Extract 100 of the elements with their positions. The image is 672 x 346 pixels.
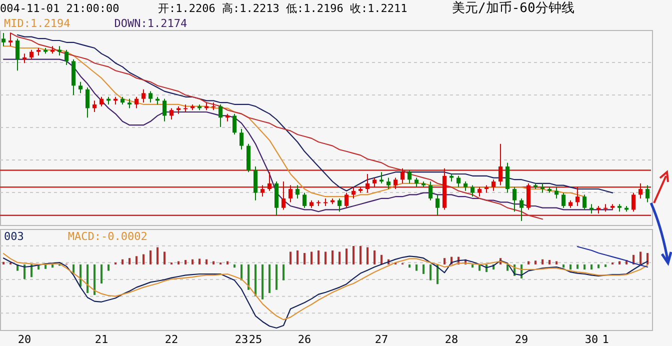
bar [2,262,4,264]
bar [618,261,620,264]
candlestick [380,172,384,184]
candlestick [78,81,82,94]
candlestick [394,177,398,190]
text: MACD:-0.0002 [68,230,148,243]
candlestick [646,184,650,203]
x-tick-label: 23 [234,333,248,346]
x-tick-label: 22 [164,333,178,346]
bar [86,264,88,294]
bar [472,264,474,268]
candlestick [638,182,642,199]
candlestick [576,186,580,206]
candlestick [22,53,26,64]
candlestick [142,88,146,104]
candlestick [100,96,104,107]
bar [100,264,102,284]
candlestick [436,194,440,216]
bar [108,264,110,271]
candlestick [400,168,404,184]
bar [226,261,228,264]
candlestick [414,177,418,188]
bar [184,260,186,264]
bar [156,247,158,264]
bar [248,264,250,290]
candlestick [128,98,132,109]
bar [646,252,648,264]
bar [444,258,446,264]
candlestick [288,184,292,203]
bar [254,264,256,296]
candlestick [162,98,166,122]
bar [430,264,432,280]
candlestick [512,186,516,212]
bar [206,259,208,264]
bar [212,261,214,264]
candlestick [254,166,258,201]
bar [598,264,600,268]
bar [640,252,642,264]
candlestick [498,143,502,186]
candlestick [428,181,432,201]
candlestick [554,186,558,199]
x-tick-label: 28 [444,333,458,346]
candlestick [232,113,236,136]
candlestick [338,198,342,212]
candlestick [296,184,300,199]
candlestick [582,194,586,210]
x-tick-label: 21 [94,333,108,346]
candlestick [16,38,20,72]
candlestick [302,192,306,208]
candlestick [506,162,510,194]
chart-title: 美元/加币-60分钟线 [452,0,574,16]
bar [142,254,144,264]
x-tick-label: 27 [374,333,388,346]
bar [604,264,606,267]
bar [24,264,26,280]
bar [408,264,410,268]
candlestick [456,175,460,188]
x-tick-label: 25 [248,333,262,346]
bar [528,261,530,264]
bar [276,264,278,290]
bar [150,250,152,264]
bar [534,260,536,264]
x-tick-label: 29 [514,333,528,346]
x-tick-label: 26 [298,333,312,346]
series-label: MID:1.2194 [4,17,71,30]
bar [192,259,194,264]
bar [422,264,424,274]
bar [262,264,264,300]
x-tick-label: 30 [584,333,598,346]
bar [324,252,326,264]
bar [332,250,334,264]
bar [584,264,586,270]
candlestick [148,90,152,104]
bar [366,247,368,264]
bar [290,252,292,264]
bar [570,264,572,270]
bar [318,250,320,264]
bar [310,252,312,264]
candlestick [464,181,468,192]
bar [338,252,340,264]
bar [136,256,138,264]
bar [556,261,558,264]
candlestick [562,192,566,208]
series-label: 003 [4,230,24,243]
bar [52,264,54,268]
x-tick-label: 1 [602,333,609,346]
chart-subtitle: 开:1.2206 高:1.2213 低:1.2196 收:1.2211 [158,2,408,15]
candlestick [240,128,244,150]
bar [478,264,480,271]
bar [80,264,82,287]
bar [198,258,200,264]
bar [576,264,578,269]
bar [416,264,418,271]
bar [164,252,166,264]
candlestick [268,172,272,192]
candlestick [352,186,356,199]
candlestick [344,192,348,208]
candlestick [134,96,138,109]
candlestick [282,181,286,210]
candlestick [170,108,174,120]
